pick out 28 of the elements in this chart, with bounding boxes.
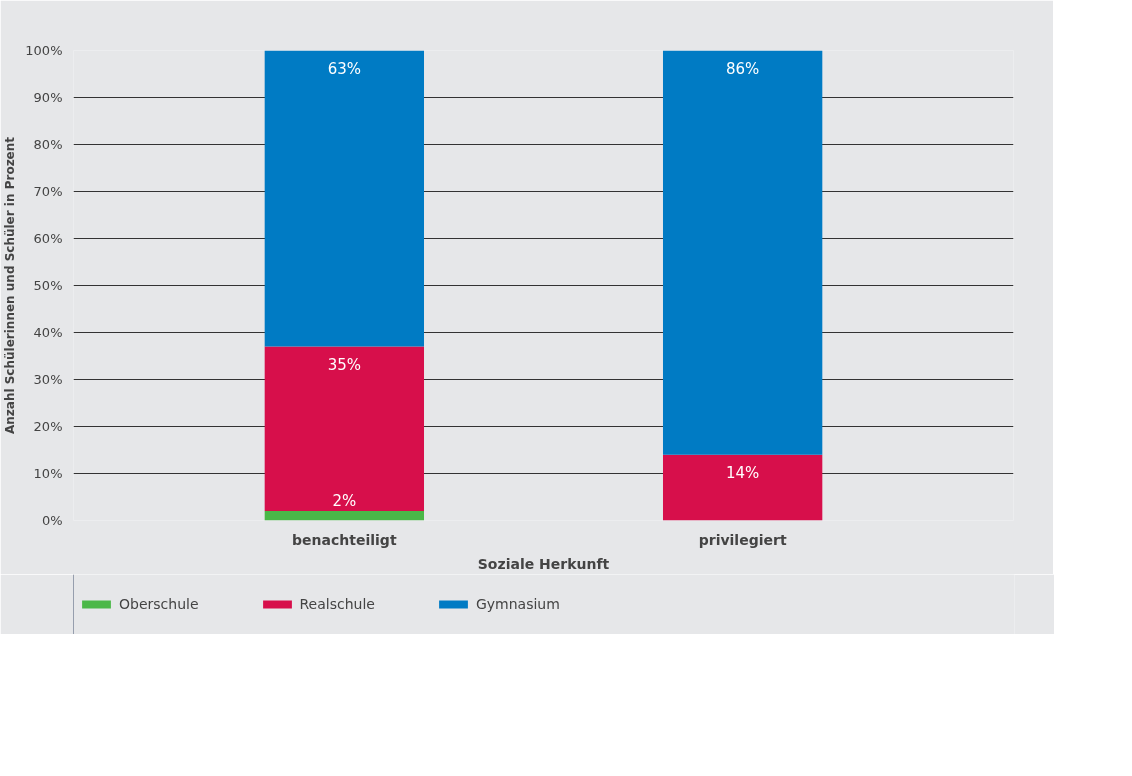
legend-label: Gymnasium <box>475 596 560 612</box>
data-label: 14% <box>725 464 760 483</box>
legend-label: Realschule <box>299 596 375 612</box>
data-label: 86% <box>725 59 760 78</box>
data-label: 63% <box>327 59 362 78</box>
y-tick-label: 30% <box>33 372 63 387</box>
y-tick-label: 0% <box>41 513 63 528</box>
y-tick-label: 60% <box>33 231 63 246</box>
y-tick-label: 50% <box>33 278 63 293</box>
bar <box>264 50 425 347</box>
bar <box>662 50 823 455</box>
y-tick-label: 70% <box>33 184 63 199</box>
bar <box>264 511 425 521</box>
y-tick-label: 20% <box>33 419 63 434</box>
y-tick-label: 80% <box>33 137 63 152</box>
x-axis-title: Soziale Herkunft <box>477 555 610 572</box>
y-tick-label: 10% <box>33 466 63 481</box>
x-tick-label: benachteiligt <box>292 531 397 548</box>
bar <box>662 454 823 521</box>
y-axis-title: Anzahl Schülerinnen und Schüler in Prozent <box>3 136 18 435</box>
data-label: 35% <box>327 356 362 374</box>
x-tick-label: privilegiert <box>698 531 787 548</box>
bar <box>264 346 425 512</box>
legend-label: Oberschule <box>119 596 199 612</box>
y-tick-label: 100% <box>25 43 63 58</box>
y-tick-label: 40% <box>33 325 63 340</box>
data-label: 2% <box>332 491 357 510</box>
y-tick-label: 90% <box>33 90 63 105</box>
